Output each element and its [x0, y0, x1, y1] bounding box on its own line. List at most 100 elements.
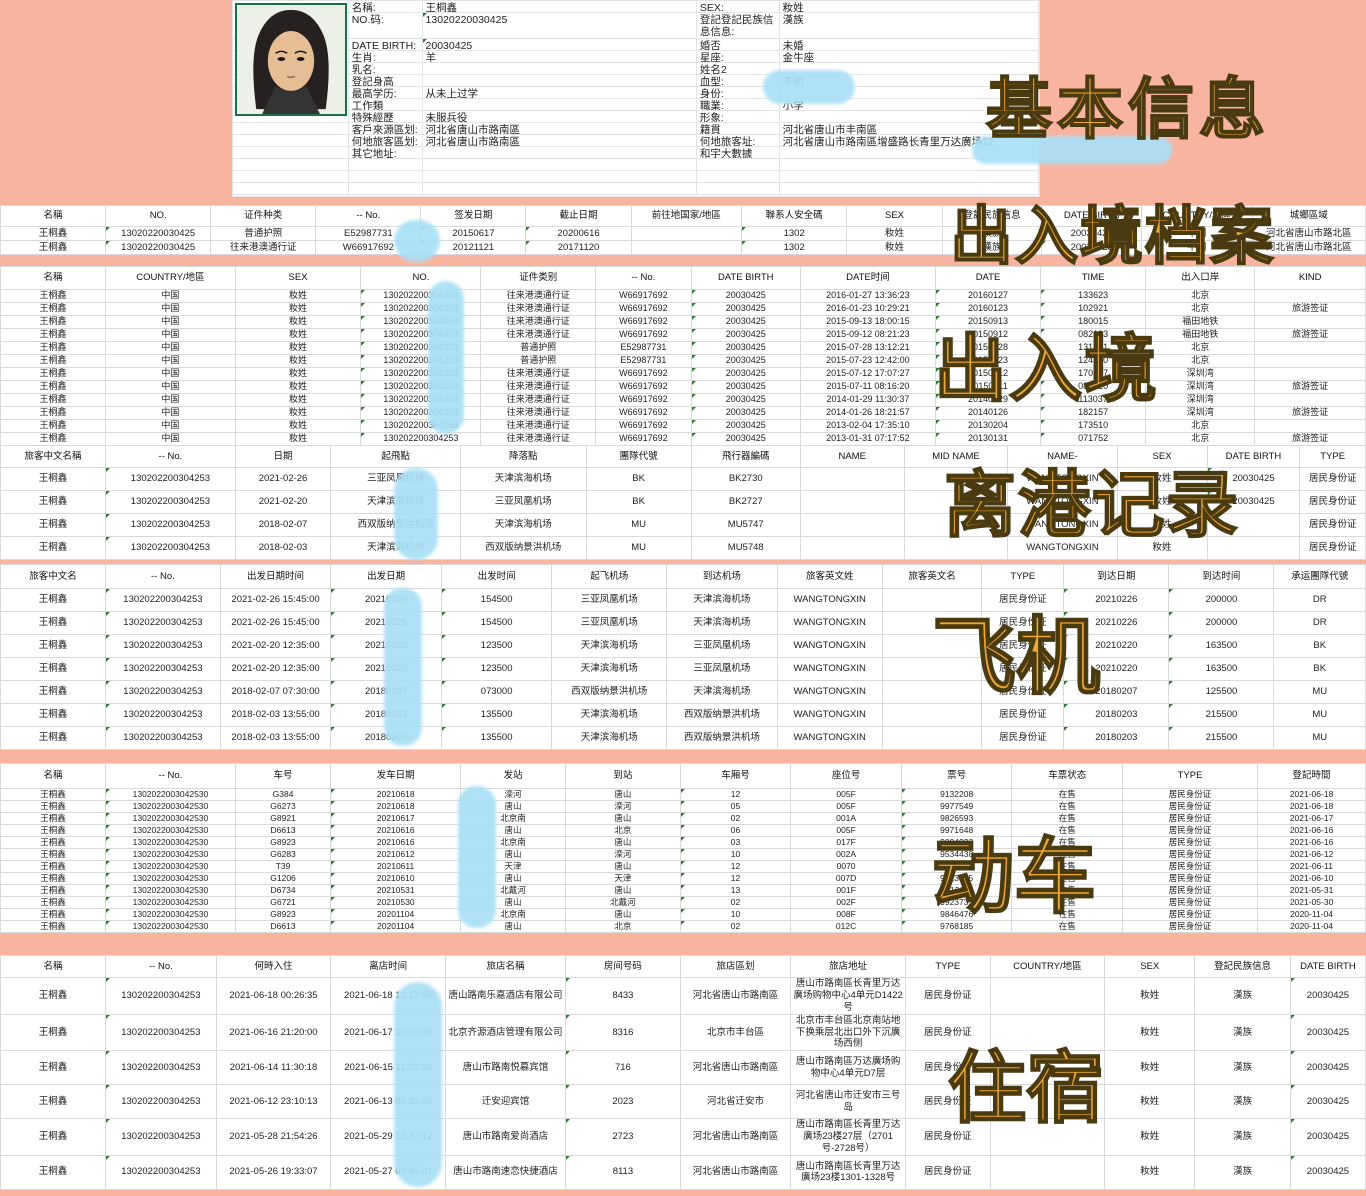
profile-label-cell[interactable]: 何地旅客址: [696, 135, 780, 147]
profile-label-cell[interactable]: 生肖: [348, 51, 423, 63]
cell[interactable]: W66917692 [595, 419, 692, 433]
cell[interactable]: 王桐鑫 [0, 1013, 107, 1052]
cell[interactable]: 123500 [440, 657, 553, 681]
column-header[interactable]: NO. [105, 205, 212, 227]
cell[interactable]: 漢族 [1194, 1013, 1291, 1052]
cell[interactable]: 河北省唐山市路南區 [679, 977, 792, 1015]
cell[interactable]: D6613 [234, 824, 332, 837]
cell[interactable]: 三亚凤凰机场 [551, 588, 668, 612]
cell[interactable]: WANGTONGXIN [1007, 513, 1118, 537]
profile-label-cell[interactable]: 何地旅客區划: [348, 135, 423, 147]
cell[interactable]: 02 [679, 812, 792, 825]
cell[interactable]: WANGTONGXIN [776, 657, 883, 681]
cell[interactable]: 王桐鑫 [0, 1118, 107, 1156]
cell[interactable] [1254, 341, 1366, 355]
cell[interactable]: 唐山市路南區长青里万达廣场23楼27层（2701号-2728号） [790, 1118, 906, 1156]
cell[interactable]: 籹姓 [234, 354, 362, 368]
cell[interactable]: 三亚凤凰机场 [666, 634, 778, 658]
cell[interactable]: 居民身份证 [981, 657, 1065, 681]
column-header[interactable]: 名稱 [0, 266, 107, 290]
column-header[interactable]: -- No. [105, 445, 236, 468]
cell[interactable]: 163500 [1168, 634, 1275, 658]
cell[interactable] [989, 1154, 1106, 1190]
cell[interactable]: 130202200304253 [105, 657, 221, 681]
cell[interactable]: MU5747 [690, 513, 801, 537]
cell[interactable]: 居民身份证 [1121, 920, 1259, 933]
cell[interactable]: 13020220030425 [105, 226, 212, 241]
cell[interactable]: 12 [679, 788, 792, 801]
cell[interactable] [989, 1084, 1106, 1120]
cell[interactable]: 20171120 [525, 240, 632, 255]
cell[interactable]: 123500 [440, 634, 553, 658]
cell[interactable]: 漢族 [1194, 977, 1291, 1015]
cell[interactable] [1254, 315, 1366, 329]
cell[interactable]: 北京 [565, 920, 681, 933]
column-header[interactable]: 出发日期 [330, 564, 442, 589]
column-header[interactable]: 截止日期 [525, 205, 632, 227]
cell[interactable]: 2018-02-03 [234, 536, 332, 560]
cell[interactable]: 王桐鑫 [0, 657, 107, 681]
cell[interactable]: 002A [790, 848, 902, 861]
cell[interactable]: 中国 [105, 406, 236, 420]
cell[interactable]: 133623 [1040, 289, 1147, 303]
cell[interactable]: 中国 [105, 328, 236, 342]
cell[interactable]: WANGTONGXIN [776, 680, 883, 704]
grid-cell[interactable] [233, 135, 349, 147]
column-header[interactable]: 离店时间 [330, 955, 446, 978]
profile-label-cell[interactable]: 工作類 [348, 99, 423, 111]
profile-value-cell[interactable] [779, 183, 1039, 195]
cell[interactable]: 中国 [1141, 240, 1253, 255]
column-header[interactable]: TIME [1040, 266, 1147, 290]
profile-label-cell[interactable]: 登記登記民族信息信息: [696, 13, 780, 39]
column-header[interactable]: 起飞机场 [551, 564, 668, 589]
cell[interactable]: 三亚凤凰机场 [551, 611, 668, 635]
cell[interactable]: BK [1273, 634, 1366, 658]
profile-value-cell[interactable]: 未服兵役 [422, 111, 697, 123]
cell[interactable]: W66917692 [595, 328, 692, 342]
cell[interactable] [1254, 419, 1366, 433]
cell[interactable]: 130202200304253 [105, 1050, 217, 1086]
profile-value-cell[interactable]: 河北省唐山市路南區 [422, 135, 697, 147]
cell[interactable]: 河北省唐山市路南區 [679, 1154, 792, 1190]
grid-cell[interactable] [233, 171, 349, 183]
cell[interactable]: 2021-06-16 [1257, 836, 1366, 849]
cell[interactable] [1206, 513, 1301, 537]
cell[interactable] [799, 490, 905, 514]
cell[interactable]: 王桐鑫 [0, 872, 107, 885]
column-header[interactable]: DATE时间 [799, 266, 936, 290]
cell[interactable]: 旅游签证 [1254, 406, 1366, 420]
profile-value-cell[interactable]: 小学 [779, 99, 1039, 111]
cell[interactable]: MU5748 [690, 536, 801, 560]
cell[interactable]: 2021-02-26 [234, 467, 332, 491]
cell[interactable] [881, 726, 983, 750]
profile-label-cell[interactable]: 職業: [696, 99, 780, 111]
cell[interactable]: 2021-06-17 [1257, 812, 1366, 825]
cell[interactable]: 20030425 [690, 367, 801, 381]
cell[interactable]: 居民身份证 [1121, 836, 1259, 849]
cell[interactable]: 中国 [105, 380, 236, 394]
cell[interactable]: 1302022003042530 [105, 872, 236, 885]
cell[interactable]: 13020220030425 [105, 240, 212, 255]
cell[interactable]: 2020-11-04 [1257, 920, 1366, 933]
profile-value-cell[interactable] [779, 111, 1039, 123]
cell[interactable]: MU [1273, 680, 1366, 704]
cell[interactable]: 8316 [565, 1013, 681, 1052]
cell[interactable]: 天津滨海机场 [459, 467, 587, 491]
cell[interactable]: 普通护照 [210, 226, 317, 241]
cell[interactable]: 居民身份证 [981, 634, 1065, 658]
cell[interactable]: 籹姓 [234, 315, 362, 329]
cell[interactable]: WANGTONGXIN [776, 588, 883, 612]
cell[interactable]: 20210226 [1063, 588, 1170, 612]
column-header[interactable]: 登記時間 [1257, 763, 1366, 789]
column-header[interactable]: 出发日期时间 [219, 564, 332, 589]
column-header[interactable]: KIND [1254, 266, 1366, 290]
cell[interactable]: 河北省唐山市路南區 [679, 1118, 792, 1156]
cell[interactable]: 2021-02-20 12:35:00 [219, 657, 332, 681]
cell[interactable]: WANGTONGXIN [1007, 536, 1118, 560]
cell[interactable]: 三亚凤凰机场 [666, 657, 778, 681]
cell[interactable]: 中国 [105, 419, 236, 433]
cell[interactable]: BK [585, 490, 692, 514]
cell[interactable]: 天津滨海机场 [551, 634, 668, 658]
cell[interactable]: 20210530 [330, 896, 461, 909]
cell[interactable]: 籹姓 [1104, 1154, 1196, 1190]
